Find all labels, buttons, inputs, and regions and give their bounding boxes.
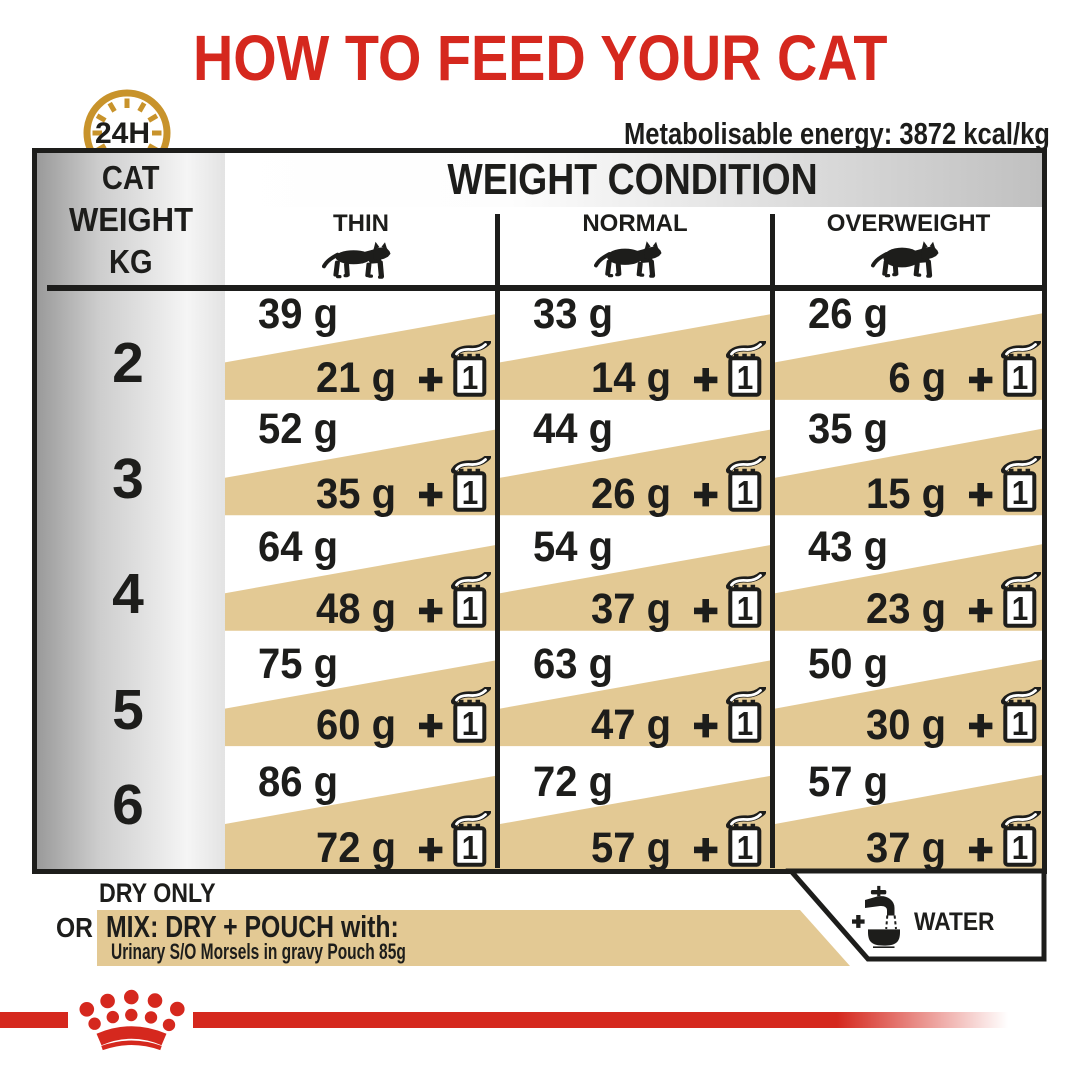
svg-text:1: 1 <box>737 359 754 396</box>
svg-text:1: 1 <box>462 590 479 627</box>
svg-text:1: 1 <box>737 829 754 866</box>
svg-text:1: 1 <box>1012 475 1029 512</box>
svg-text:1: 1 <box>462 359 479 396</box>
svg-text:1: 1 <box>737 706 754 743</box>
svg-text:1: 1 <box>462 706 479 743</box>
svg-text:1: 1 <box>737 475 754 512</box>
svg-text:1: 1 <box>1012 829 1029 866</box>
svg-text:1: 1 <box>462 829 479 866</box>
svg-text:1: 1 <box>1012 706 1029 743</box>
svg-text:1: 1 <box>737 590 754 627</box>
svg-text:1: 1 <box>1012 590 1029 627</box>
svg-text:1: 1 <box>462 475 479 512</box>
svg-text:24H: 24H <box>95 117 150 150</box>
svg-text:1: 1 <box>1012 359 1029 396</box>
